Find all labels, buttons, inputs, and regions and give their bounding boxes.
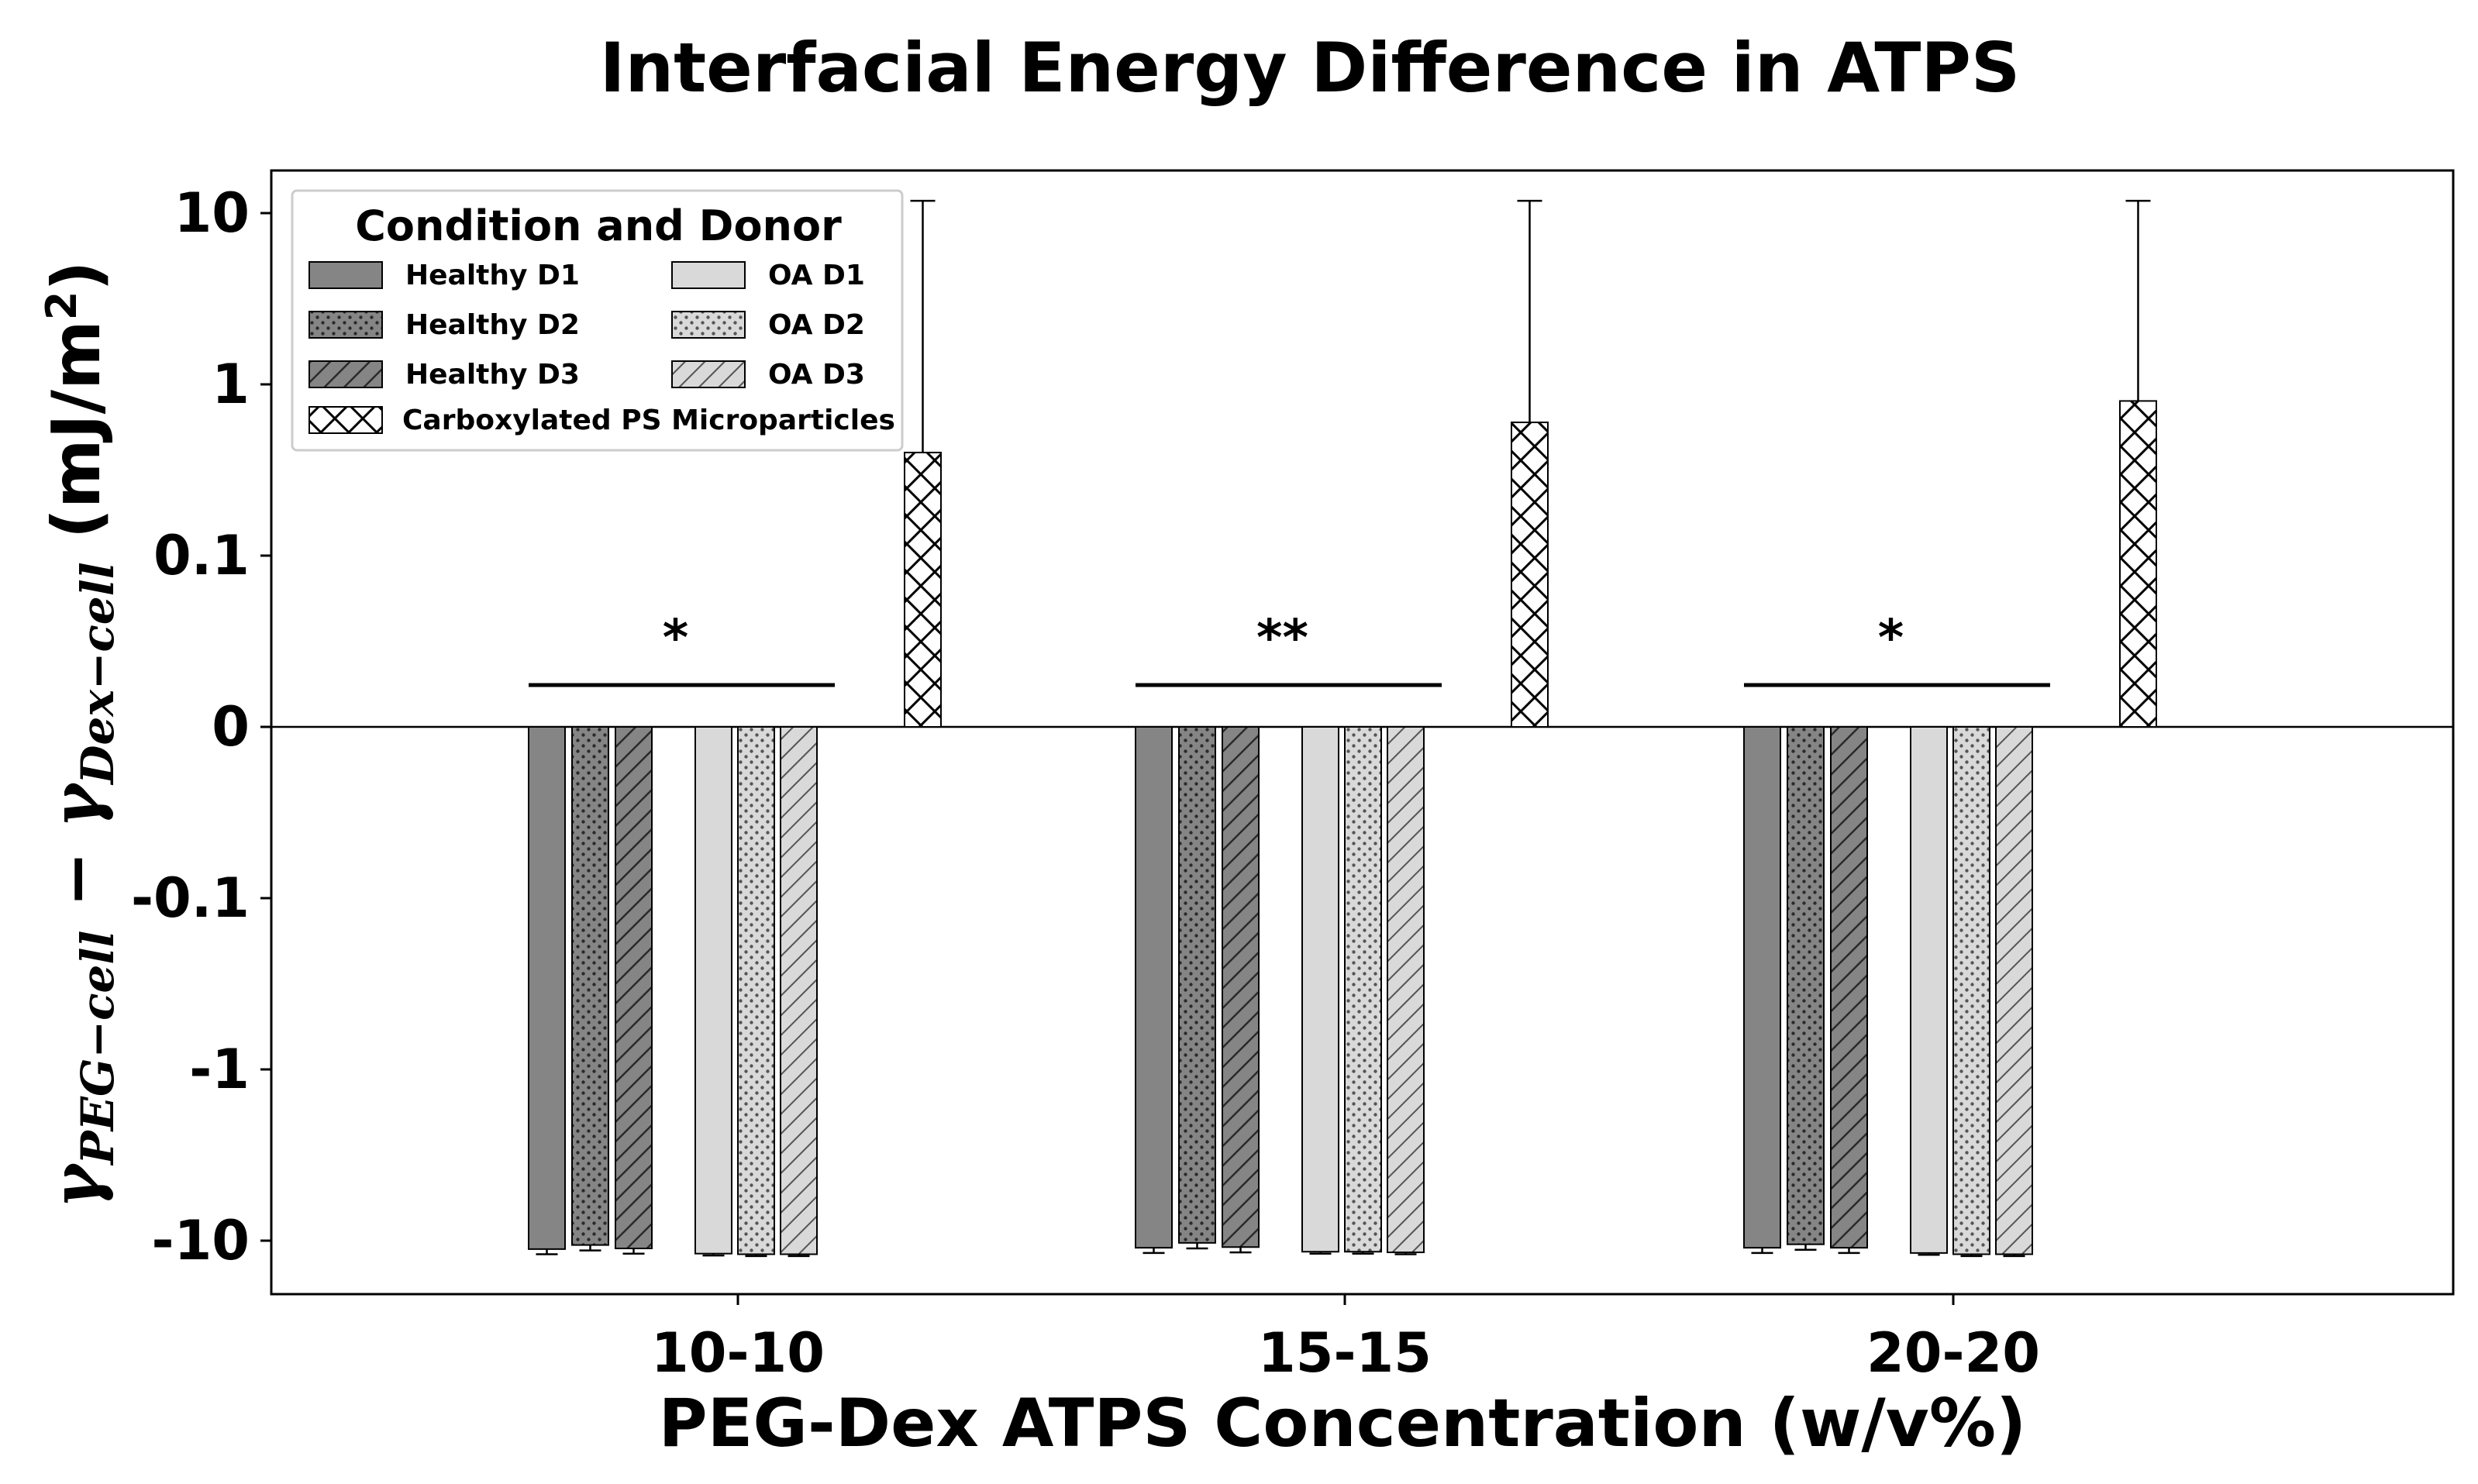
- y-label-gamma-2: γ: [37, 781, 115, 828]
- legend-entry: Healthy D3: [405, 359, 580, 391]
- bar: [1743, 726, 1781, 1249]
- bar: [615, 726, 653, 1250]
- y-label-sub-2: Dex−cell: [71, 562, 124, 786]
- plot-area: 10 1 0.1 0 -0.1 -1 -10 10-10 * 15-15 ** 20-20 *: [131, 169, 2455, 1385]
- legend-swatch: [671, 261, 746, 289]
- legend-title: Condition and Donor: [355, 201, 842, 250]
- y-tick-label: 10: [174, 181, 250, 245]
- bar: [737, 726, 775, 1255]
- bar: [1995, 726, 2033, 1255]
- bar: [528, 726, 566, 1250]
- legend-swatch: [308, 360, 383, 388]
- bar: [1952, 726, 1990, 1255]
- legend-entry: OA D2: [768, 309, 865, 341]
- chart-title: Interfacial Energy Difference in ATPS: [600, 28, 2021, 108]
- bar: [780, 726, 818, 1255]
- x-tick-label: 10-10: [651, 1321, 825, 1385]
- y-tick-label: -0.1: [131, 866, 250, 930]
- y-tick-label: 1: [212, 353, 250, 416]
- legend-swatch: [671, 360, 746, 388]
- legend-swatch: [308, 261, 383, 289]
- x-tick-label: 15-15: [1258, 1321, 1432, 1385]
- bar: [1301, 726, 1339, 1253]
- y-tick-label: -10: [152, 1209, 250, 1272]
- significance-label: *: [1878, 610, 1904, 667]
- legend-swatch: [308, 311, 383, 339]
- bar: [1910, 726, 1948, 1254]
- y-tick-label: 0: [212, 695, 250, 759]
- legend-entry: OA D3: [768, 359, 865, 391]
- bar: [1222, 726, 1260, 1248]
- significance-label: **: [1256, 610, 1308, 667]
- legend: Condition and Donor Healthy D1 Healthy D2 H…: [291, 189, 904, 452]
- legend-swatch: [671, 311, 746, 339]
- bar: [571, 726, 609, 1246]
- y-label-units-sup: 2: [37, 291, 86, 321]
- legend-entry: Healthy D1: [405, 260, 580, 291]
- y-label-units-open: (mJ/m: [38, 320, 115, 562]
- bar: [694, 726, 732, 1255]
- bar: [1135, 726, 1173, 1249]
- bar: [1787, 726, 1825, 1245]
- y-label-units-close: ): [38, 260, 115, 291]
- significance-label: *: [663, 610, 688, 667]
- y-tick-label: 0.1: [153, 524, 250, 587]
- bar: [1387, 726, 1425, 1254]
- y-tick-label: -1: [189, 1038, 250, 1101]
- x-axis-label: PEG-Dex ATPS Concentration (w/v%): [659, 1385, 2027, 1462]
- legend-entry: Healthy D2: [405, 309, 580, 341]
- bar: [904, 451, 942, 728]
- y-axis-label: γPEG−cell − γDex−cell (mJ/m2): [37, 260, 124, 1208]
- y-label-gamma-1: γ: [37, 1162, 115, 1209]
- x-tick-label: 20-20: [1866, 1321, 2040, 1385]
- bar: [2119, 400, 2157, 728]
- plot-frame: [270, 169, 2455, 1296]
- bar: [1830, 726, 1868, 1249]
- bar: [1178, 726, 1216, 1244]
- bar: [1511, 422, 1549, 728]
- y-label-minus: −: [37, 828, 115, 931]
- legend-box: [291, 189, 904, 452]
- legend-swatch: [308, 406, 383, 434]
- legend-entry: Carboxylated PS Microparticles: [402, 405, 895, 436]
- legend-entry: OA D1: [768, 260, 865, 291]
- y-label-sub-1: PEG−cell: [71, 931, 124, 1166]
- bar: [1344, 726, 1382, 1253]
